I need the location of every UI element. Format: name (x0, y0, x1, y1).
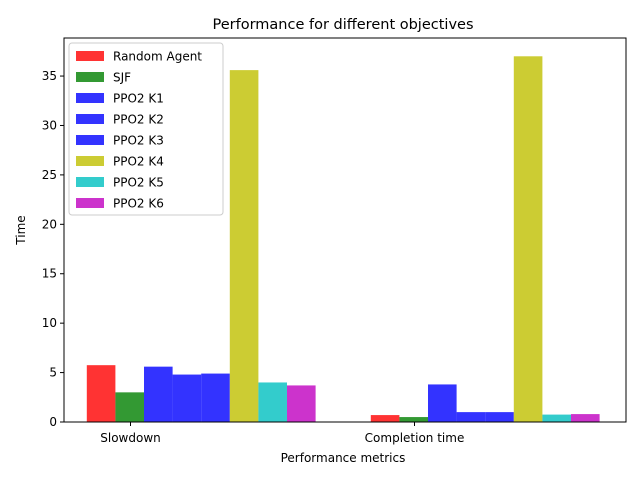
legend-swatch-sjf (76, 72, 104, 82)
bar-ppo2-k6-1 (571, 414, 600, 422)
legend-label-ppo2-k6: PPO2 K6 (113, 197, 164, 211)
legend-swatch-random-agent (76, 51, 104, 61)
legend-label-ppo2-k3: PPO2 K3 (113, 134, 164, 148)
bar-ppo2-k5-1 (542, 414, 571, 422)
legend-label-ppo2-k5: PPO2 K5 (113, 176, 164, 190)
bar-ppo2-k2-0 (172, 374, 202, 422)
bars-layer (86, 56, 600, 423)
bar-random-agent-1 (370, 415, 400, 422)
chart-title: Performance for different objectives (213, 17, 474, 33)
x-tick-label: Completion time (365, 431, 465, 445)
bar-ppo2-k1-0 (144, 366, 173, 422)
y-axis-label: Time (14, 215, 28, 245)
plot-frame (63, 37, 627, 423)
bar-ppo2-k3-1 (485, 412, 514, 422)
x-axis-label: Performance metrics (281, 451, 406, 465)
legend-swatch-ppo2-k1 (76, 93, 104, 103)
y-tick-label: 10 (42, 316, 57, 330)
legend-swatch-ppo2-k3 (76, 135, 104, 145)
bar-ppo2-k1-1 (428, 384, 457, 422)
legend: Random Agent SJF PPO2 K1 PPO2 K2 PPO2 K3 PPO2… (68, 42, 224, 216)
y-axis: 0 5 10 15 20 25 30 35 (42, 69, 64, 429)
legend-box (68, 42, 224, 216)
legend-label-ppo2-k2: PPO2 K2 (113, 113, 164, 127)
y-tick-label: 15 (42, 267, 57, 281)
legend-label-sjf: SJF (113, 71, 131, 85)
legend-swatch-ppo2-k2 (76, 114, 104, 124)
y-tick-label: 30 (42, 118, 57, 132)
bar-ppo2-k2-1 (456, 412, 486, 422)
bar-ppo2-k5-0 (258, 382, 287, 422)
bar-random-agent-0 (86, 365, 116, 422)
y-tick-label: 20 (42, 217, 57, 231)
x-tick-label: Slowdown (100, 431, 161, 445)
legend-label-ppo2-k4: PPO2 K4 (113, 155, 164, 169)
y-tick-label: 35 (42, 69, 57, 83)
bar-ppo2-k4-1 (513, 56, 543, 422)
legend-swatch-ppo2-k5 (76, 177, 104, 187)
legend-swatch-ppo2-k4 (76, 156, 104, 166)
bar-ppo2-k3-0 (201, 373, 230, 422)
y-tick-label: 5 (49, 366, 57, 380)
bar-ppo2-k6-0 (287, 385, 316, 422)
y-tick-label: 0 (49, 415, 57, 429)
bar-sjf-1 (399, 417, 428, 422)
x-axis: Slowdown Completion time (100, 422, 464, 445)
y-tick-label: 25 (42, 168, 57, 182)
legend-label-ppo2-k1: PPO2 K1 (113, 92, 164, 106)
bar-sjf-0 (115, 392, 144, 422)
legend-label-random-agent: Random Agent (113, 50, 202, 64)
bar-ppo2-k4-0 (229, 70, 259, 423)
legend-swatch-ppo2-k6 (76, 198, 104, 208)
